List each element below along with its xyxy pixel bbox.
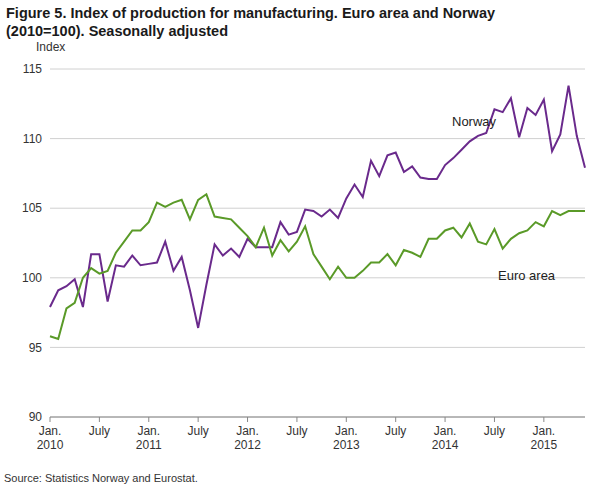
- svg-text:100: 100: [22, 271, 42, 285]
- svg-text:Jan.2013: Jan.2013: [333, 424, 360, 452]
- html-text:Euro area: Euro area: [498, 268, 556, 283]
- html-text:Figure 5. Index of production: Figure 5. Index of production for manufa…: [6, 5, 495, 39]
- svg-text:115: 115: [23, 62, 42, 76]
- html-text:Source: Statistics Norway and: Source: Statistics Norway and Eurostat.: [4, 472, 198, 484]
- svg-text:95: 95: [29, 341, 43, 355]
- svg-text:105: 105: [22, 201, 42, 215]
- svg-text:90: 90: [29, 410, 43, 424]
- svg-text:Jan.2015: Jan.2015: [530, 424, 557, 452]
- svg-text:July: July: [286, 424, 307, 438]
- svg-text:Jan.2011: Jan.2011: [136, 424, 162, 452]
- svg-text:July: July: [89, 424, 110, 438]
- svg-text:July: July: [484, 424, 505, 438]
- svg-text:Jan.2012: Jan.2012: [234, 424, 261, 452]
- html-text:Index: Index: [36, 40, 66, 54]
- svg-text:July: July: [187, 424, 208, 438]
- svg-text:Jan.2014: Jan.2014: [432, 424, 459, 452]
- html-text:Norway: Norway: [452, 114, 497, 129]
- svg-text:July: July: [385, 424, 406, 438]
- svg-text:110: 110: [23, 132, 42, 146]
- svg-text:Jan.2010: Jan.2010: [37, 424, 64, 452]
